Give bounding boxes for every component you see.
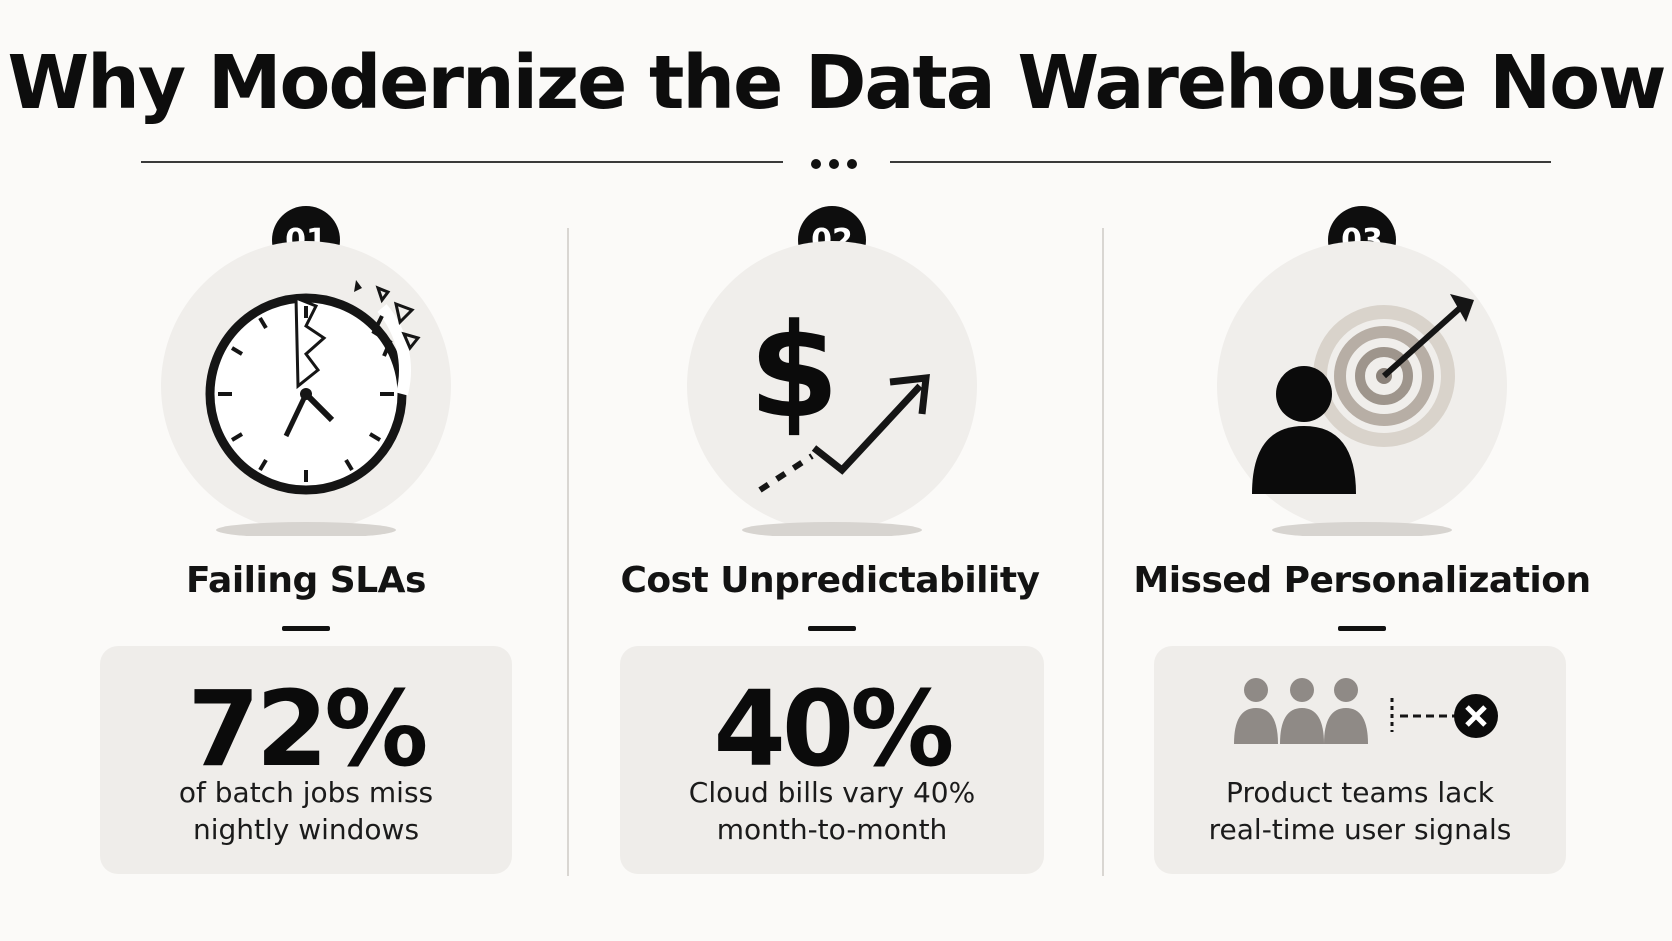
page-title: Why Modernize the Data Warehouse Now	[7, 40, 1667, 126]
title-divider-dots	[807, 154, 867, 170]
stat-description: of batch jobs miss nightly windows	[178, 776, 434, 846]
reason-heading: Missed Personalization	[1133, 560, 1591, 601]
reason-column-2: 02 $ Cost Unpredictability 40% Cloud bil…	[570, 0, 1090, 941]
column-divider	[567, 228, 569, 876]
stat-description: Product teams lack real-time user signal…	[1208, 776, 1512, 846]
person-target-icon	[1212, 236, 1512, 538]
heading-underline	[282, 626, 330, 631]
stat-card: Product teams lack real-time user signal…	[1154, 646, 1566, 874]
users-group-icon	[1232, 676, 1372, 746]
svg-text:$: $	[749, 295, 839, 447]
title-divider-left	[141, 161, 783, 163]
heading-underline	[1338, 626, 1386, 631]
stat-description: Cloud bills vary 40% month-to-month	[688, 776, 976, 846]
reason-column-1: 01	[46, 0, 566, 941]
stat-value: 72%	[187, 668, 429, 790]
stat-value: 40%	[713, 668, 955, 790]
heading-underline	[808, 626, 856, 631]
title-divider-right	[890, 161, 1551, 163]
disconnected-x-icon	[1388, 692, 1500, 742]
stat-card: 72% of batch jobs miss nightly windows	[100, 646, 512, 874]
column-divider	[1102, 228, 1104, 876]
reason-column-3: 03 Missed Personalization	[1102, 0, 1622, 941]
stat-card: 40% Cloud bills vary 40% month-to-month	[620, 646, 1044, 874]
broken-clock-icon	[156, 236, 456, 538]
dollar-trend-up-icon: $	[682, 236, 982, 538]
reason-heading: Failing SLAs	[186, 560, 426, 601]
reason-heading: Cost Unpredictability	[620, 560, 1040, 601]
